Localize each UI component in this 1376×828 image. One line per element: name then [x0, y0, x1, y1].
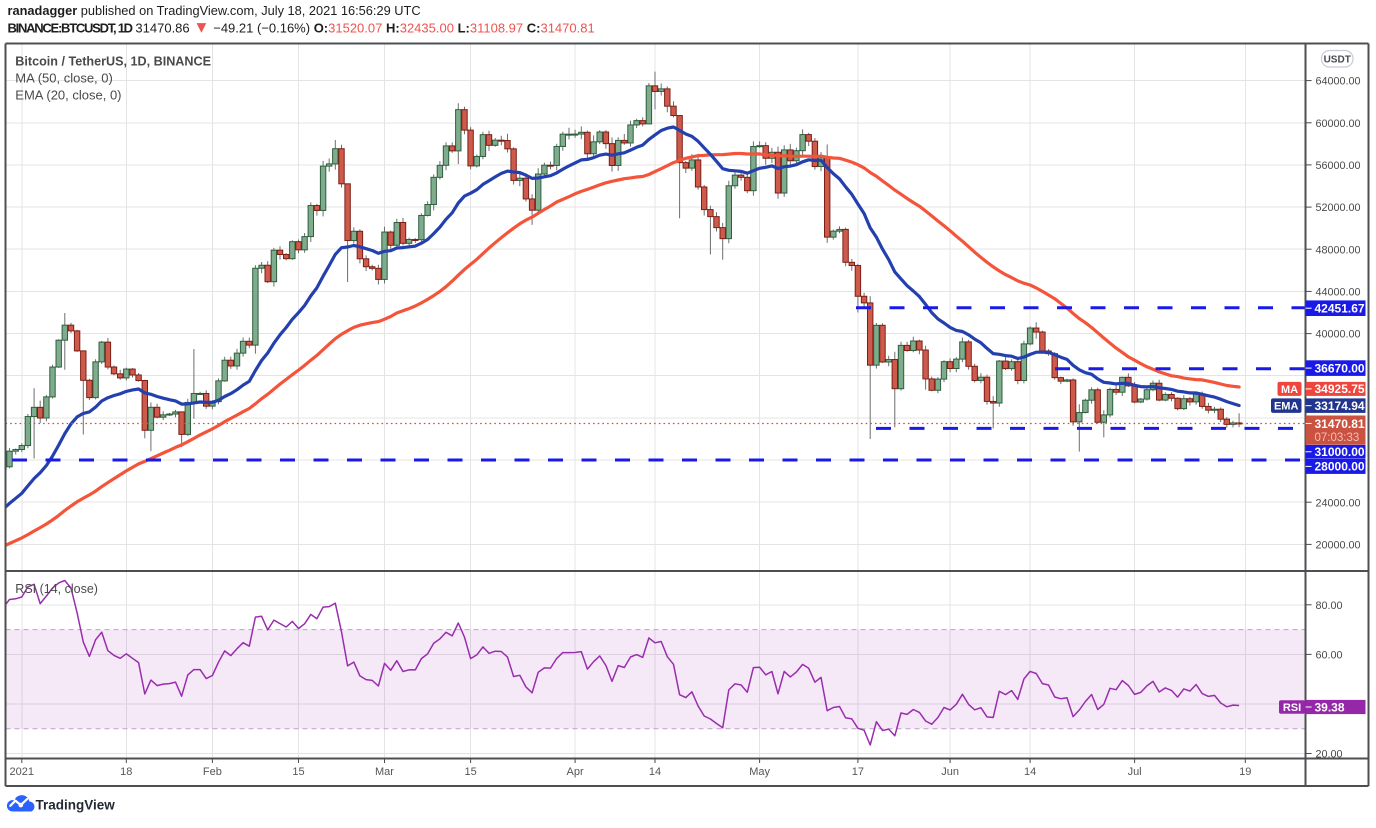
svg-text:EMA: EMA: [1274, 401, 1299, 413]
svg-text:May: May: [749, 766, 770, 778]
svg-text:60000.00: 60000.00: [1316, 118, 1361, 130]
svg-text:15: 15: [464, 766, 476, 778]
svg-text:Apr: Apr: [567, 766, 584, 778]
svg-text:Bitcoin / TetherUS, 1D, BINANC: Bitcoin / TetherUS, 1D, BINANCE: [15, 55, 211, 69]
svg-text:18: 18: [120, 766, 132, 778]
svg-text:64000.00: 64000.00: [1316, 76, 1361, 88]
svg-text:40000.00: 40000.00: [1316, 329, 1361, 341]
svg-text:Mar: Mar: [375, 766, 394, 778]
svg-text:36670.00: 36670.00: [1315, 361, 1365, 375]
svg-text:28000.00: 28000.00: [1315, 460, 1365, 474]
svg-text:Jul: Jul: [1128, 766, 1142, 778]
svg-text:33174.94: 33174.94: [1315, 399, 1365, 413]
svg-text:BINANCE:BTCUSDT, 1D 31470.86 ▼: BINANCE:BTCUSDT, 1D 31470.86 ▼ −49.21 (−…: [8, 19, 595, 37]
svg-text:RSI: RSI: [1283, 702, 1301, 714]
svg-text:14: 14: [649, 766, 661, 778]
svg-text:34925.75: 34925.75: [1315, 382, 1365, 396]
svg-text:ranadagger published on Tradin: ranadagger published on TradingView.com,…: [8, 3, 421, 18]
svg-text:MA (50, close, 0): MA (50, close, 0): [15, 71, 113, 86]
svg-text:48000.00: 48000.00: [1316, 244, 1361, 256]
svg-text:56000.00: 56000.00: [1316, 160, 1361, 172]
svg-text:39.38: 39.38: [1315, 700, 1345, 714]
svg-text:80.00: 80.00: [1316, 600, 1343, 612]
svg-text:2021: 2021: [10, 766, 34, 778]
svg-text:20.00: 20.00: [1316, 749, 1343, 761]
svg-text:19: 19: [1239, 766, 1251, 778]
svg-text:TradingView: TradingView: [36, 798, 116, 813]
svg-text:07:03:33: 07:03:33: [1315, 432, 1360, 444]
svg-text:31000.00: 31000.00: [1315, 445, 1365, 459]
svg-text:44000.00: 44000.00: [1316, 287, 1361, 299]
svg-text:17: 17: [852, 766, 864, 778]
svg-text:31470.81: 31470.81: [1315, 417, 1365, 431]
svg-text:EMA (20, close, 0): EMA (20, close, 0): [15, 88, 121, 103]
svg-text:24000.00: 24000.00: [1316, 497, 1361, 509]
svg-text:14: 14: [1024, 766, 1036, 778]
svg-text:20000.00: 20000.00: [1316, 540, 1361, 552]
svg-text:MA: MA: [1281, 384, 1298, 396]
svg-text:RSI (14, close): RSI (14, close): [15, 582, 98, 596]
svg-text:Feb: Feb: [203, 766, 222, 778]
svg-text:42451.67: 42451.67: [1315, 302, 1365, 316]
svg-text:15: 15: [292, 766, 304, 778]
svg-text:USDT: USDT: [1324, 54, 1351, 65]
svg-text:60.00: 60.00: [1316, 650, 1343, 662]
svg-text:52000.00: 52000.00: [1316, 202, 1361, 214]
svg-text:Jun: Jun: [941, 766, 959, 778]
